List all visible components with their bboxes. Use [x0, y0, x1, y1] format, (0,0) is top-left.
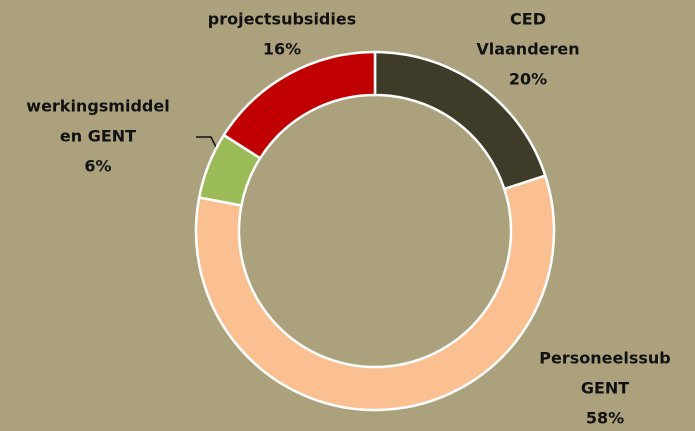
- value-label: 6%: [84, 157, 111, 176]
- value-label: 16%: [263, 40, 301, 59]
- value-label: 58%: [586, 409, 624, 428]
- slice-label: projectsubsidies: [208, 10, 357, 29]
- donut-segment: [222, 50, 377, 160]
- slice-label: Personeelssub: [539, 349, 670, 368]
- slice-label: CED: [510, 10, 546, 29]
- slice-label: werkingsmiddel: [26, 97, 169, 116]
- slice-label: Vlaanderen: [476, 40, 579, 59]
- donut-segment: [194, 174, 556, 412]
- value-label: 20%: [509, 70, 547, 89]
- slice-label: GENT: [581, 379, 629, 398]
- slice-label: en GENT: [60, 127, 136, 146]
